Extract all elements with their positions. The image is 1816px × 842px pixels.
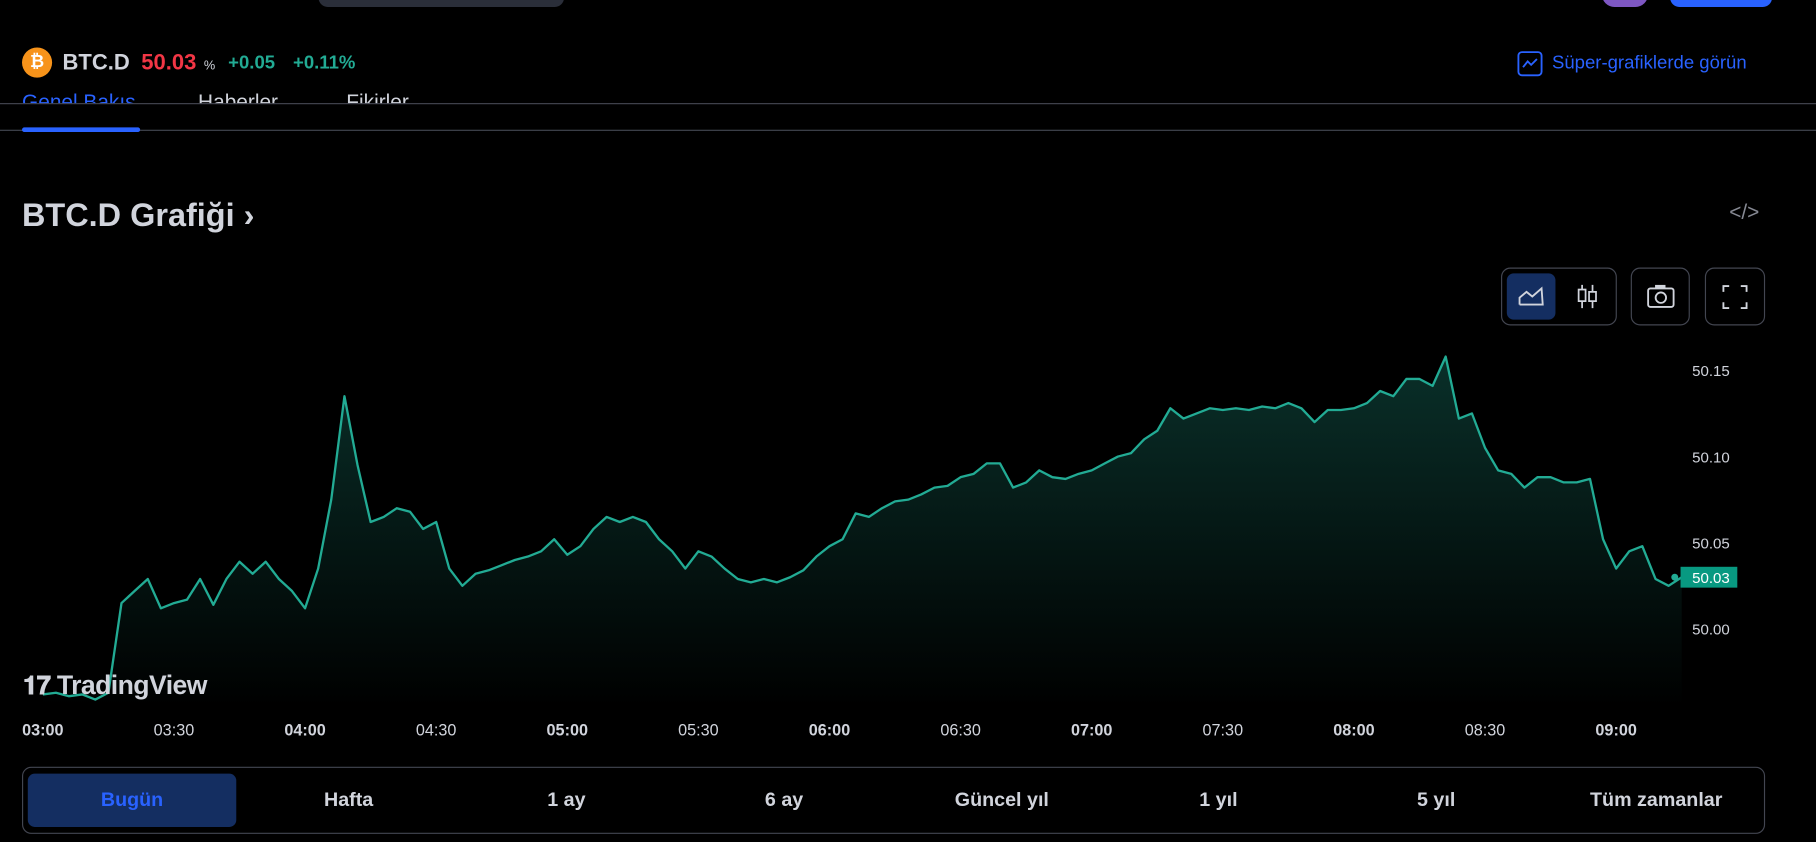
section-title[interactable]: BTC.D Grafiği › [22, 196, 255, 233]
unit: % [203, 59, 216, 73]
range-button[interactable]: 1 yıl [1199, 788, 1238, 811]
x-tick-label: 07:30 [1203, 721, 1244, 739]
y-tick-label: 50.15 [1692, 363, 1730, 380]
x-tick-label: 06:30 [940, 721, 981, 739]
range-button[interactable]: 5 yıl [1417, 788, 1456, 811]
x-tick-label: 03:00 [22, 721, 63, 739]
x-tick-label: 06:00 [809, 721, 850, 739]
candle-button[interactable] [1564, 273, 1613, 319]
range-button[interactable]: Bugün [27, 773, 237, 827]
price: 50.03 [141, 50, 197, 76]
x-tick-label: 07:00 [1071, 721, 1112, 739]
tab-bar: Genel Bakış Haberler Fikirler [0, 83, 1816, 105]
divider [0, 129, 1816, 131]
fullscreen-button[interactable] [1704, 267, 1766, 326]
price-tag-label: 50.03 [1692, 570, 1730, 587]
x-tick-label: 03:30 [154, 721, 195, 739]
symbol: BTC.D [62, 50, 130, 76]
x-tick-label: 04:30 [416, 721, 457, 739]
y-tick-label: 50.05 [1692, 536, 1730, 553]
tab-underline [22, 127, 141, 133]
x-tick-label: 05:00 [547, 721, 588, 739]
x-tick-label: 09:00 [1595, 721, 1636, 739]
logo-text: TradingView [56, 669, 208, 700]
search-bar[interactable] [318, 0, 565, 7]
range-button[interactable]: Hafta [323, 788, 374, 811]
area-fill [42, 356, 1682, 707]
x-tick-label: 08:00 [1333, 721, 1374, 739]
area-button[interactable] [1506, 273, 1556, 320]
avatar[interactable] [1601, 0, 1649, 7]
x-tick-label: 08:30 [1465, 721, 1506, 739]
section-title-text: BTC.D Grafiği [22, 196, 235, 233]
btc-icon: ₿ [22, 47, 53, 78]
change-percent: +0.11% [293, 53, 356, 73]
range-button[interactable]: 1 ay [547, 788, 586, 811]
chart-type-group [1501, 267, 1617, 326]
top-button[interactable] [1670, 0, 1773, 7]
range-button[interactable]: Tüm zamanlar [1590, 788, 1723, 811]
range-button[interactable]: 6 ay [764, 788, 804, 811]
price-line [42, 355, 1683, 701]
y-tick-label: 50.10 [1692, 449, 1730, 466]
x-tick-label: 05:30 [678, 721, 719, 739]
super-chart-link[interactable]: Süper-grafiklerde görün [1551, 53, 1747, 73]
chart: 50.00 50.05 50.10 50.15 03:00 03:30 04:00 04:30… [22, 355, 1738, 739]
x-tick-label: 04:00 [284, 721, 325, 739]
range-bar [22, 766, 1766, 834]
snapshot-button[interactable] [1630, 267, 1690, 326]
tab[interactable]: Fikirler [346, 90, 409, 105]
y-tick-label: 50.00 [1692, 622, 1730, 639]
change: +0.05 [228, 53, 276, 73]
link-icon[interactable] [1517, 51, 1543, 77]
tab[interactable]: Genel Bakış [22, 90, 136, 105]
tab[interactable]: Haberler [198, 90, 279, 105]
logo: 𝟏𝟕 TradingView [23, 669, 207, 700]
range-button[interactable]: Güncel yıl [954, 788, 1049, 811]
price-tag [1680, 566, 1738, 588]
last-point [1671, 573, 1679, 581]
embed-icon[interactable]: </> [1729, 200, 1760, 224]
